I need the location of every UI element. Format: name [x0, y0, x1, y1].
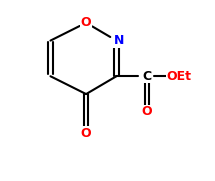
- Text: O: O: [141, 105, 152, 118]
- Text: C: C: [142, 70, 151, 83]
- Text: O: O: [81, 16, 91, 29]
- Text: OEt: OEt: [166, 70, 191, 83]
- Text: N: N: [114, 34, 124, 47]
- Text: O: O: [81, 127, 91, 140]
